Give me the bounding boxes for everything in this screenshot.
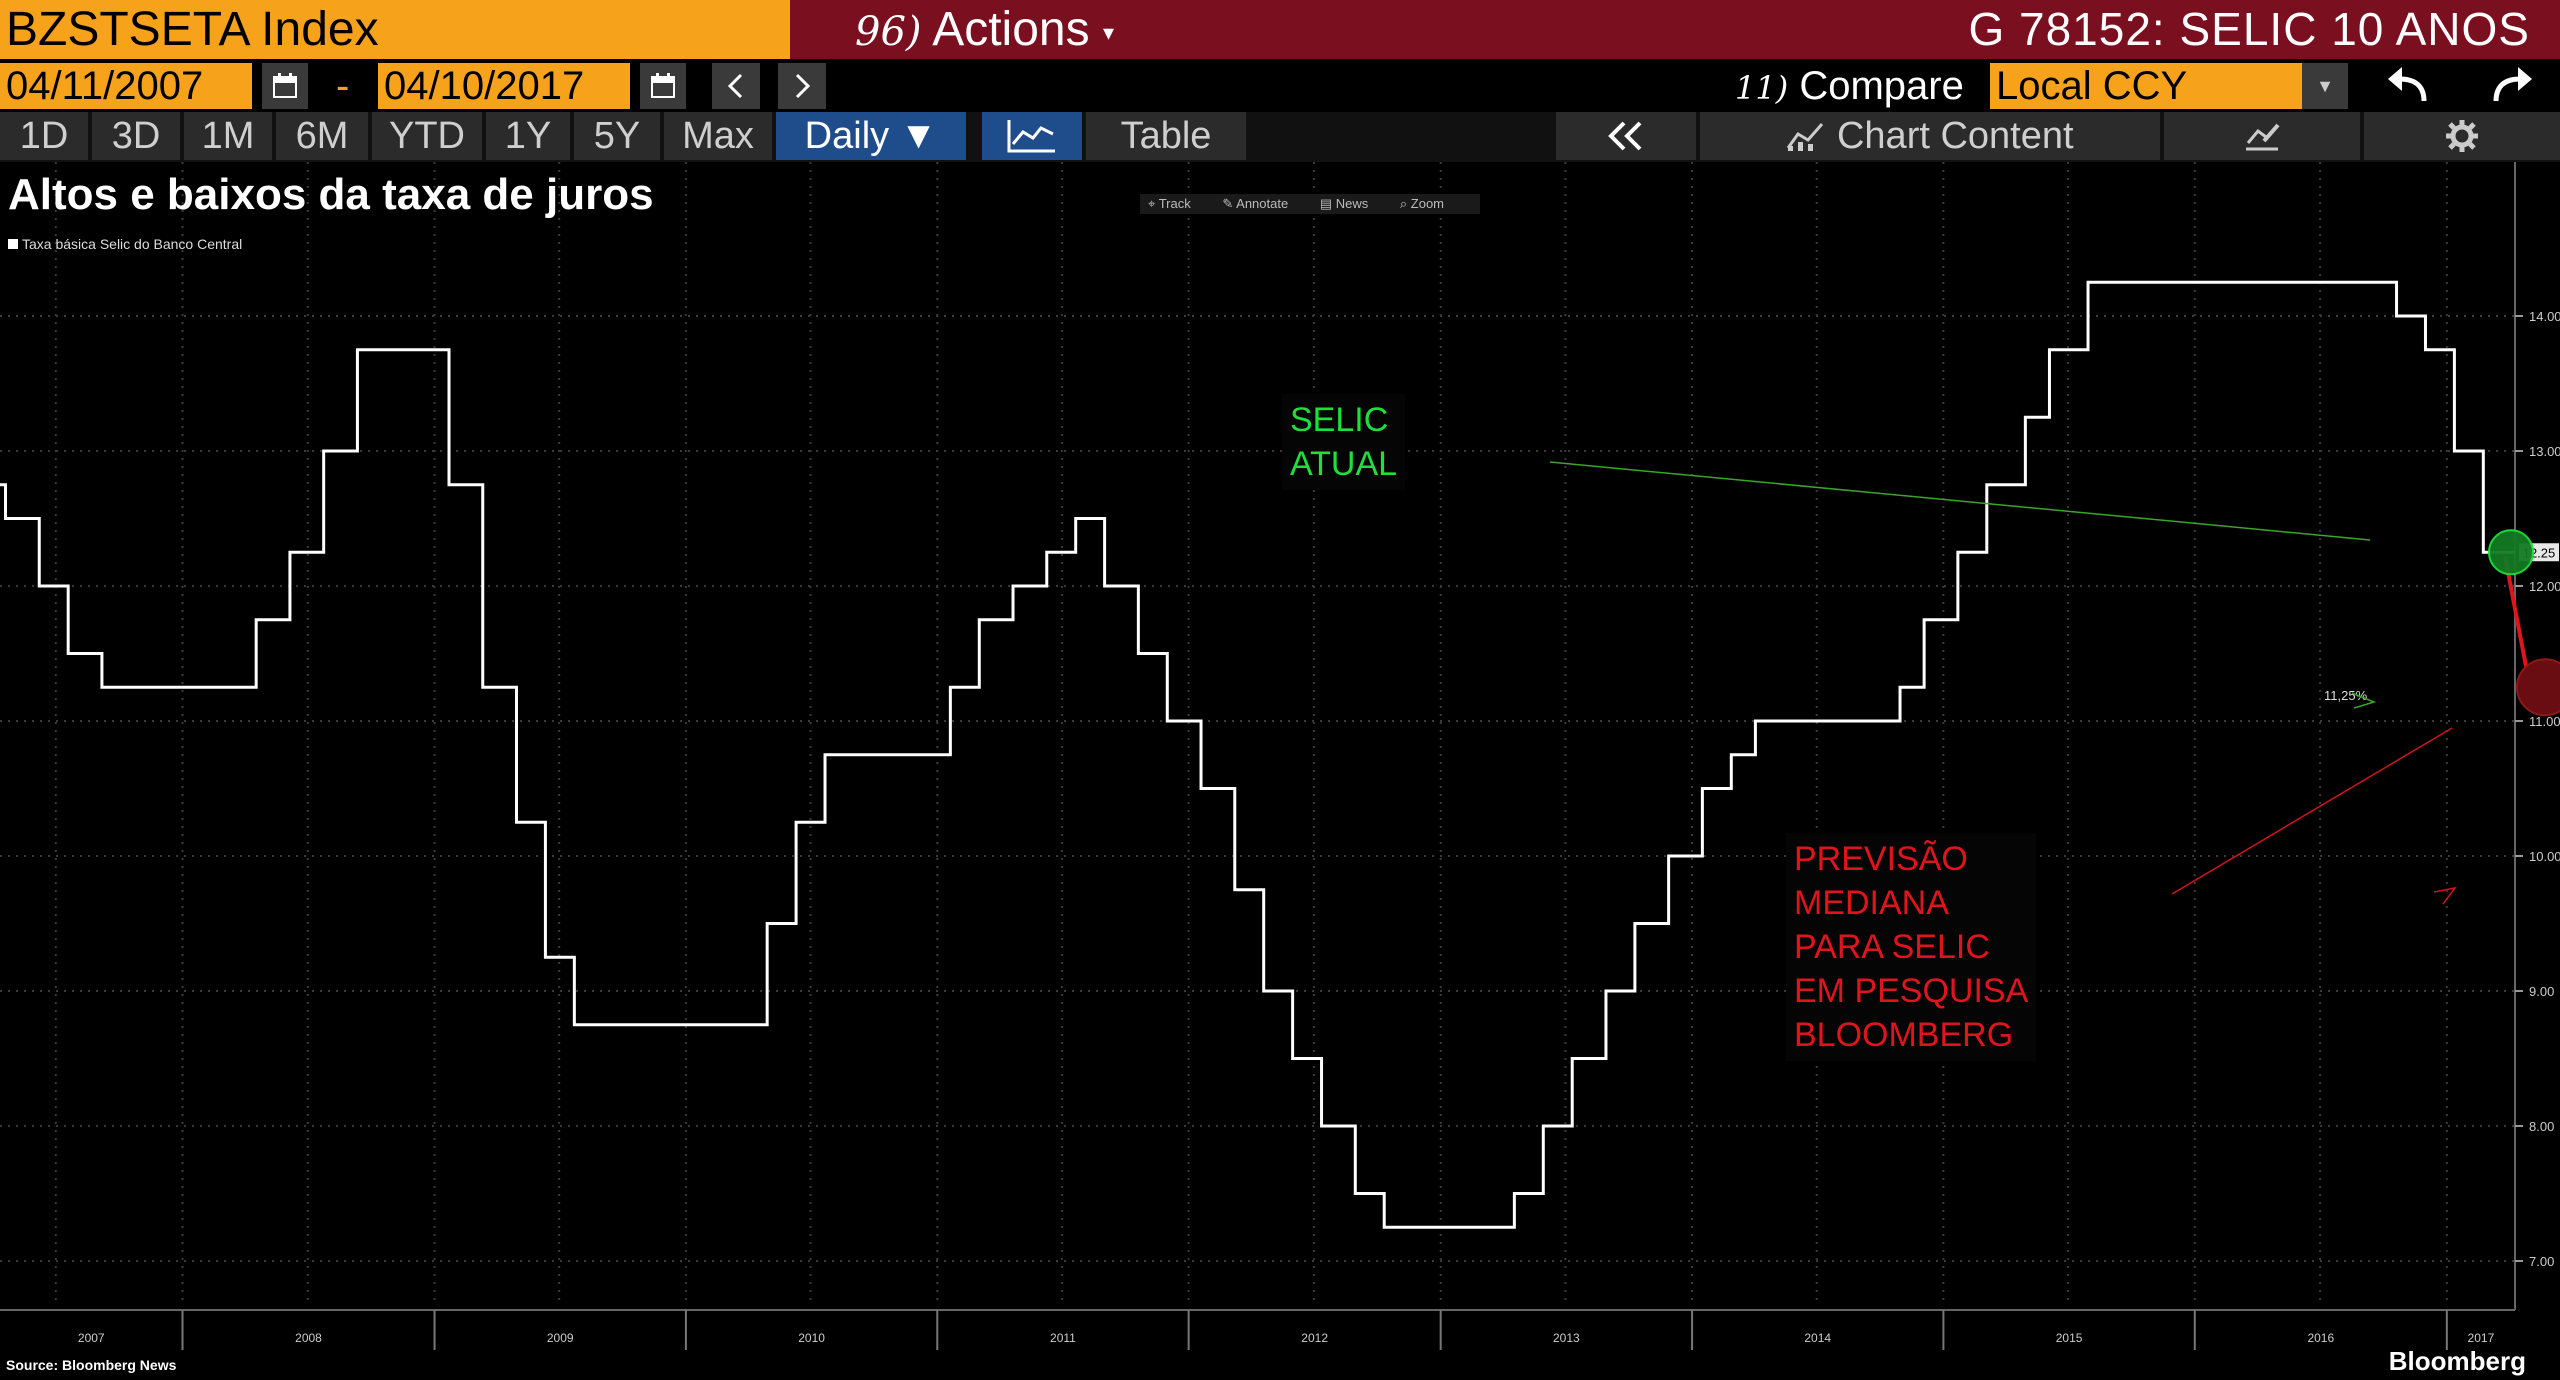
track-tool[interactable]: ⌖ Track: [1148, 196, 1191, 211]
x-tick-label: 2009: [547, 1331, 574, 1345]
x-tick-label: 2011: [1050, 1331, 1076, 1345]
chart-title: Altos e baixos da taxa de juros: [8, 170, 654, 219]
chart-content-icon: [1786, 115, 1837, 157]
annotation-line: BLOOMBERG: [1794, 1016, 2014, 1054]
redo-icon[interactable]: [2480, 63, 2560, 109]
actions-menu[interactable]: 96) Actions ▾: [855, 0, 1114, 59]
chart-tools: ⌖ Track ✎ Annotate ▤ News ⌕ Zoom: [1140, 194, 1481, 214]
chevron-down-icon: ▾: [1102, 19, 1114, 45]
x-tick-label: 2013: [1553, 1331, 1580, 1345]
forecast-value-label: 11,25%: [2324, 688, 2368, 703]
y-tick-label: 11.00: [2529, 714, 2560, 729]
legend-label: Taxa básica Selic do Banco Central: [22, 236, 243, 252]
start-date-field[interactable]: 04/11/2007: [0, 63, 252, 109]
line-chart-icon[interactable]: [982, 112, 1082, 160]
tab-3d[interactable]: 3D: [92, 112, 180, 160]
forecast-arrow: [2171, 727, 2453, 895]
annotation-line: PARA SELIC: [1794, 928, 1990, 966]
current-arrow: [1549, 461, 2371, 541]
current-arrow-head: [2351, 692, 2377, 709]
annotation-line: EM PESQUISA: [1794, 972, 2029, 1010]
forecast-line: [2503, 555, 2532, 688]
compare-number: 11): [1735, 69, 1789, 107]
x-tick-label: 2014: [1804, 1331, 1831, 1345]
forecast-annotation: PREVISÃO MEDIANA PARA SELIC EM PESQUISA …: [1786, 833, 2037, 1061]
x-tick-label: 2015: [2056, 1331, 2083, 1345]
x-tick-label: 2017: [2468, 1331, 2495, 1345]
previous-arrow-icon[interactable]: [712, 63, 760, 109]
next-arrow-icon[interactable]: [778, 63, 826, 109]
tab-6m[interactable]: 6M: [276, 112, 368, 160]
chart-canvas[interactable]: 14.00 13.00 12.00 11.00 10.00 9.00 8.00 7.00 200…: [0, 162, 2560, 1380]
compare-button[interactable]: 11) Compare: [1735, 63, 1964, 111]
y-tick-label: 7.00: [2529, 1254, 2554, 1269]
calendar-icon[interactable]: [640, 63, 686, 109]
chart-content-button[interactable]: Chart Content: [1700, 112, 2160, 160]
series-line: [0, 280, 2515, 1229]
collapse-icon[interactable]: [1556, 112, 1696, 160]
news-label: News: [1335, 196, 1369, 211]
x-tick-label: 2012: [1301, 1331, 1328, 1345]
date-separator: -: [336, 64, 350, 108]
compare-label: Compare: [1799, 64, 1964, 108]
zoom-tool[interactable]: ⌕ Zoom: [1399, 196, 1445, 211]
annotation-line: ATUAL: [1290, 445, 1398, 483]
annotate-tool[interactable]: ✎ Annotate: [1222, 196, 1289, 211]
tab-1m[interactable]: 1M: [184, 112, 272, 160]
chart-content-label: Chart Content: [1836, 115, 2074, 157]
legend-swatch: [8, 239, 18, 249]
tab-1y[interactable]: 1Y: [486, 112, 570, 160]
undo-icon[interactable]: [2380, 63, 2460, 109]
tab-5y[interactable]: 5Y: [574, 112, 660, 160]
calendar-icon[interactable]: [262, 63, 308, 109]
y-tick-label: 8.00: [2529, 1119, 2554, 1134]
forecast-value-marker: [2516, 658, 2560, 717]
track-label: Track: [1158, 196, 1191, 211]
tab-ytd[interactable]: YTD: [372, 112, 482, 160]
currency-select[interactable]: Local CCY: [1990, 63, 2302, 109]
y-tick-label: 14.00: [2529, 309, 2560, 324]
ticker-field[interactable]: BZSTSETA Index: [0, 0, 790, 59]
annotation-line: MEDIANA: [1794, 884, 1949, 922]
bloomberg-logo: Bloomberg: [2388, 1346, 2526, 1376]
current-value-marker: [2488, 529, 2534, 576]
annotate-label: Annotate: [1236, 196, 1289, 211]
x-tick-label: 2016: [2307, 1331, 2334, 1345]
annotation-line: SELIC: [1290, 401, 1389, 439]
tab-max[interactable]: Max: [664, 112, 772, 160]
x-tick-label: 2008: [295, 1331, 322, 1345]
end-date-field[interactable]: 04/10/2017: [378, 63, 630, 109]
frequency-dropdown[interactable]: Daily ▼: [776, 112, 966, 160]
actions-number: 96): [855, 9, 922, 55]
y-tick-label: 10.00: [2529, 849, 2560, 864]
settings-gear-icon[interactable]: [2364, 112, 2560, 160]
x-tick-label: 2007: [78, 1331, 105, 1345]
source-note: Source: Bloomberg News: [6, 1357, 177, 1373]
y-tick-label: 12.00: [2529, 579, 2560, 594]
tab-1d[interactable]: 1D: [0, 112, 88, 160]
zoom-label: Zoom: [1410, 196, 1445, 211]
y-tick-label: 13.00: [2529, 444, 2560, 459]
annotation-line: PREVISÃO: [1794, 840, 1968, 878]
current-selic-annotation: SELIC ATUAL: [1282, 394, 1406, 490]
y-tick-label: 9.00: [2529, 984, 2554, 999]
chart-legend: Taxa básica Selic do Banco Central: [8, 236, 242, 252]
table-button[interactable]: Table: [1086, 112, 1246, 160]
chart-window-title: G 78152: SELIC 10 ANOS: [1968, 3, 2530, 55]
news-tool[interactable]: ▤ News: [1319, 196, 1369, 211]
actions-label: Actions: [932, 3, 1090, 56]
x-tick-label: 2010: [798, 1331, 825, 1345]
forecast-arrow-head: [2433, 886, 2457, 905]
dropdown-arrow-icon[interactable]: ▼: [2302, 63, 2348, 109]
edit-chart-icon[interactable]: [2164, 112, 2360, 160]
